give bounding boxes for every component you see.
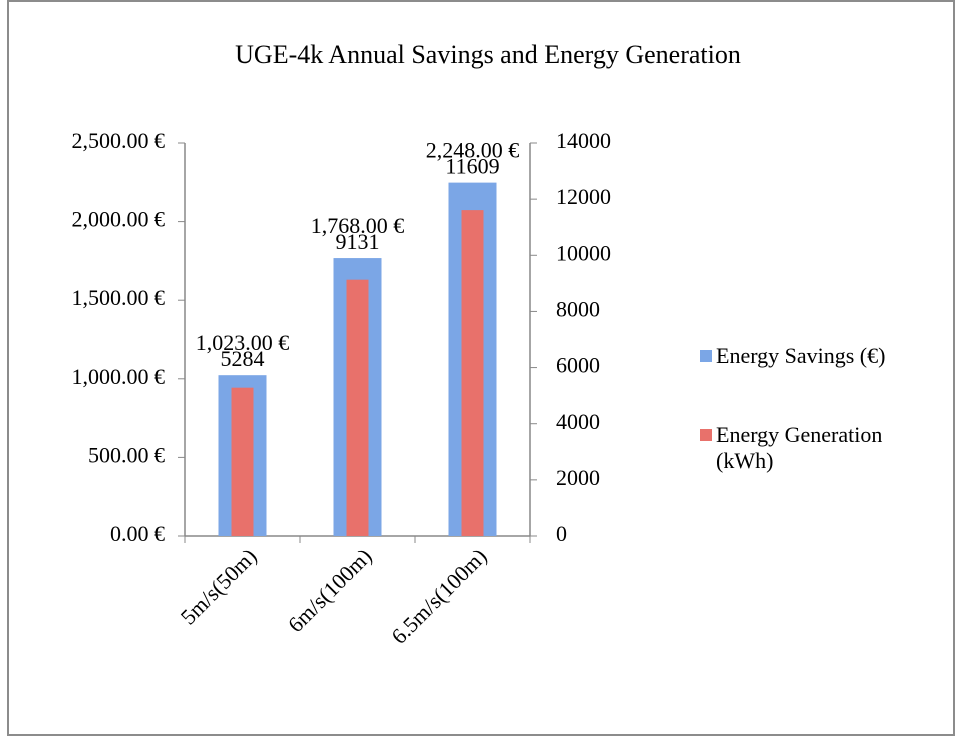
chart-title: UGE-4k Annual Savings and Energy Generat… (235, 40, 741, 69)
y-tick-label: 2,000.00 € (72, 207, 166, 232)
x-tick-label: 5m/s(50m) (176, 543, 262, 629)
y-tick-label: 1,500.00 € (72, 285, 166, 310)
bar (346, 279, 369, 536)
bar (461, 210, 484, 537)
y2-tick-label: 6000 (556, 353, 600, 378)
y-tick-label: 500.00 € (88, 442, 165, 467)
data-label: 1,023.00 € (196, 330, 290, 355)
legend-label: Energy Generation (kWh) (716, 422, 883, 473)
data-label: 5284 (221, 346, 265, 371)
legend-swatch (700, 350, 712, 362)
y-tick-label: 2,500.00 € (72, 128, 166, 153)
data-label: 1,768.00 € (311, 213, 405, 238)
bar (231, 387, 254, 536)
chart-frame (7, 0, 955, 736)
data-label: 9131 (336, 229, 380, 254)
data-label: 2,248.00 € (426, 138, 520, 163)
y-tick-label: 1,000.00 € (72, 364, 166, 389)
y-tick-label: 0.00 € (110, 521, 165, 546)
x-tick-label: 6.5m/s(100m) (386, 543, 491, 648)
y2-tick-label: 2000 (556, 465, 600, 490)
y2-tick-label: 12000 (556, 184, 611, 209)
y2-tick-label: 14000 (556, 128, 611, 153)
y2-tick-label: 0 (556, 521, 567, 546)
legend-label: Energy Savings (€) (716, 343, 886, 368)
y2-tick-label: 8000 (556, 296, 600, 321)
y2-tick-label: 10000 (556, 240, 611, 265)
y2-tick-label: 4000 (556, 409, 600, 434)
x-tick-label: 6m/s(100m) (283, 543, 377, 637)
data-label: 11609 (445, 154, 499, 179)
legend-swatch (700, 429, 712, 441)
